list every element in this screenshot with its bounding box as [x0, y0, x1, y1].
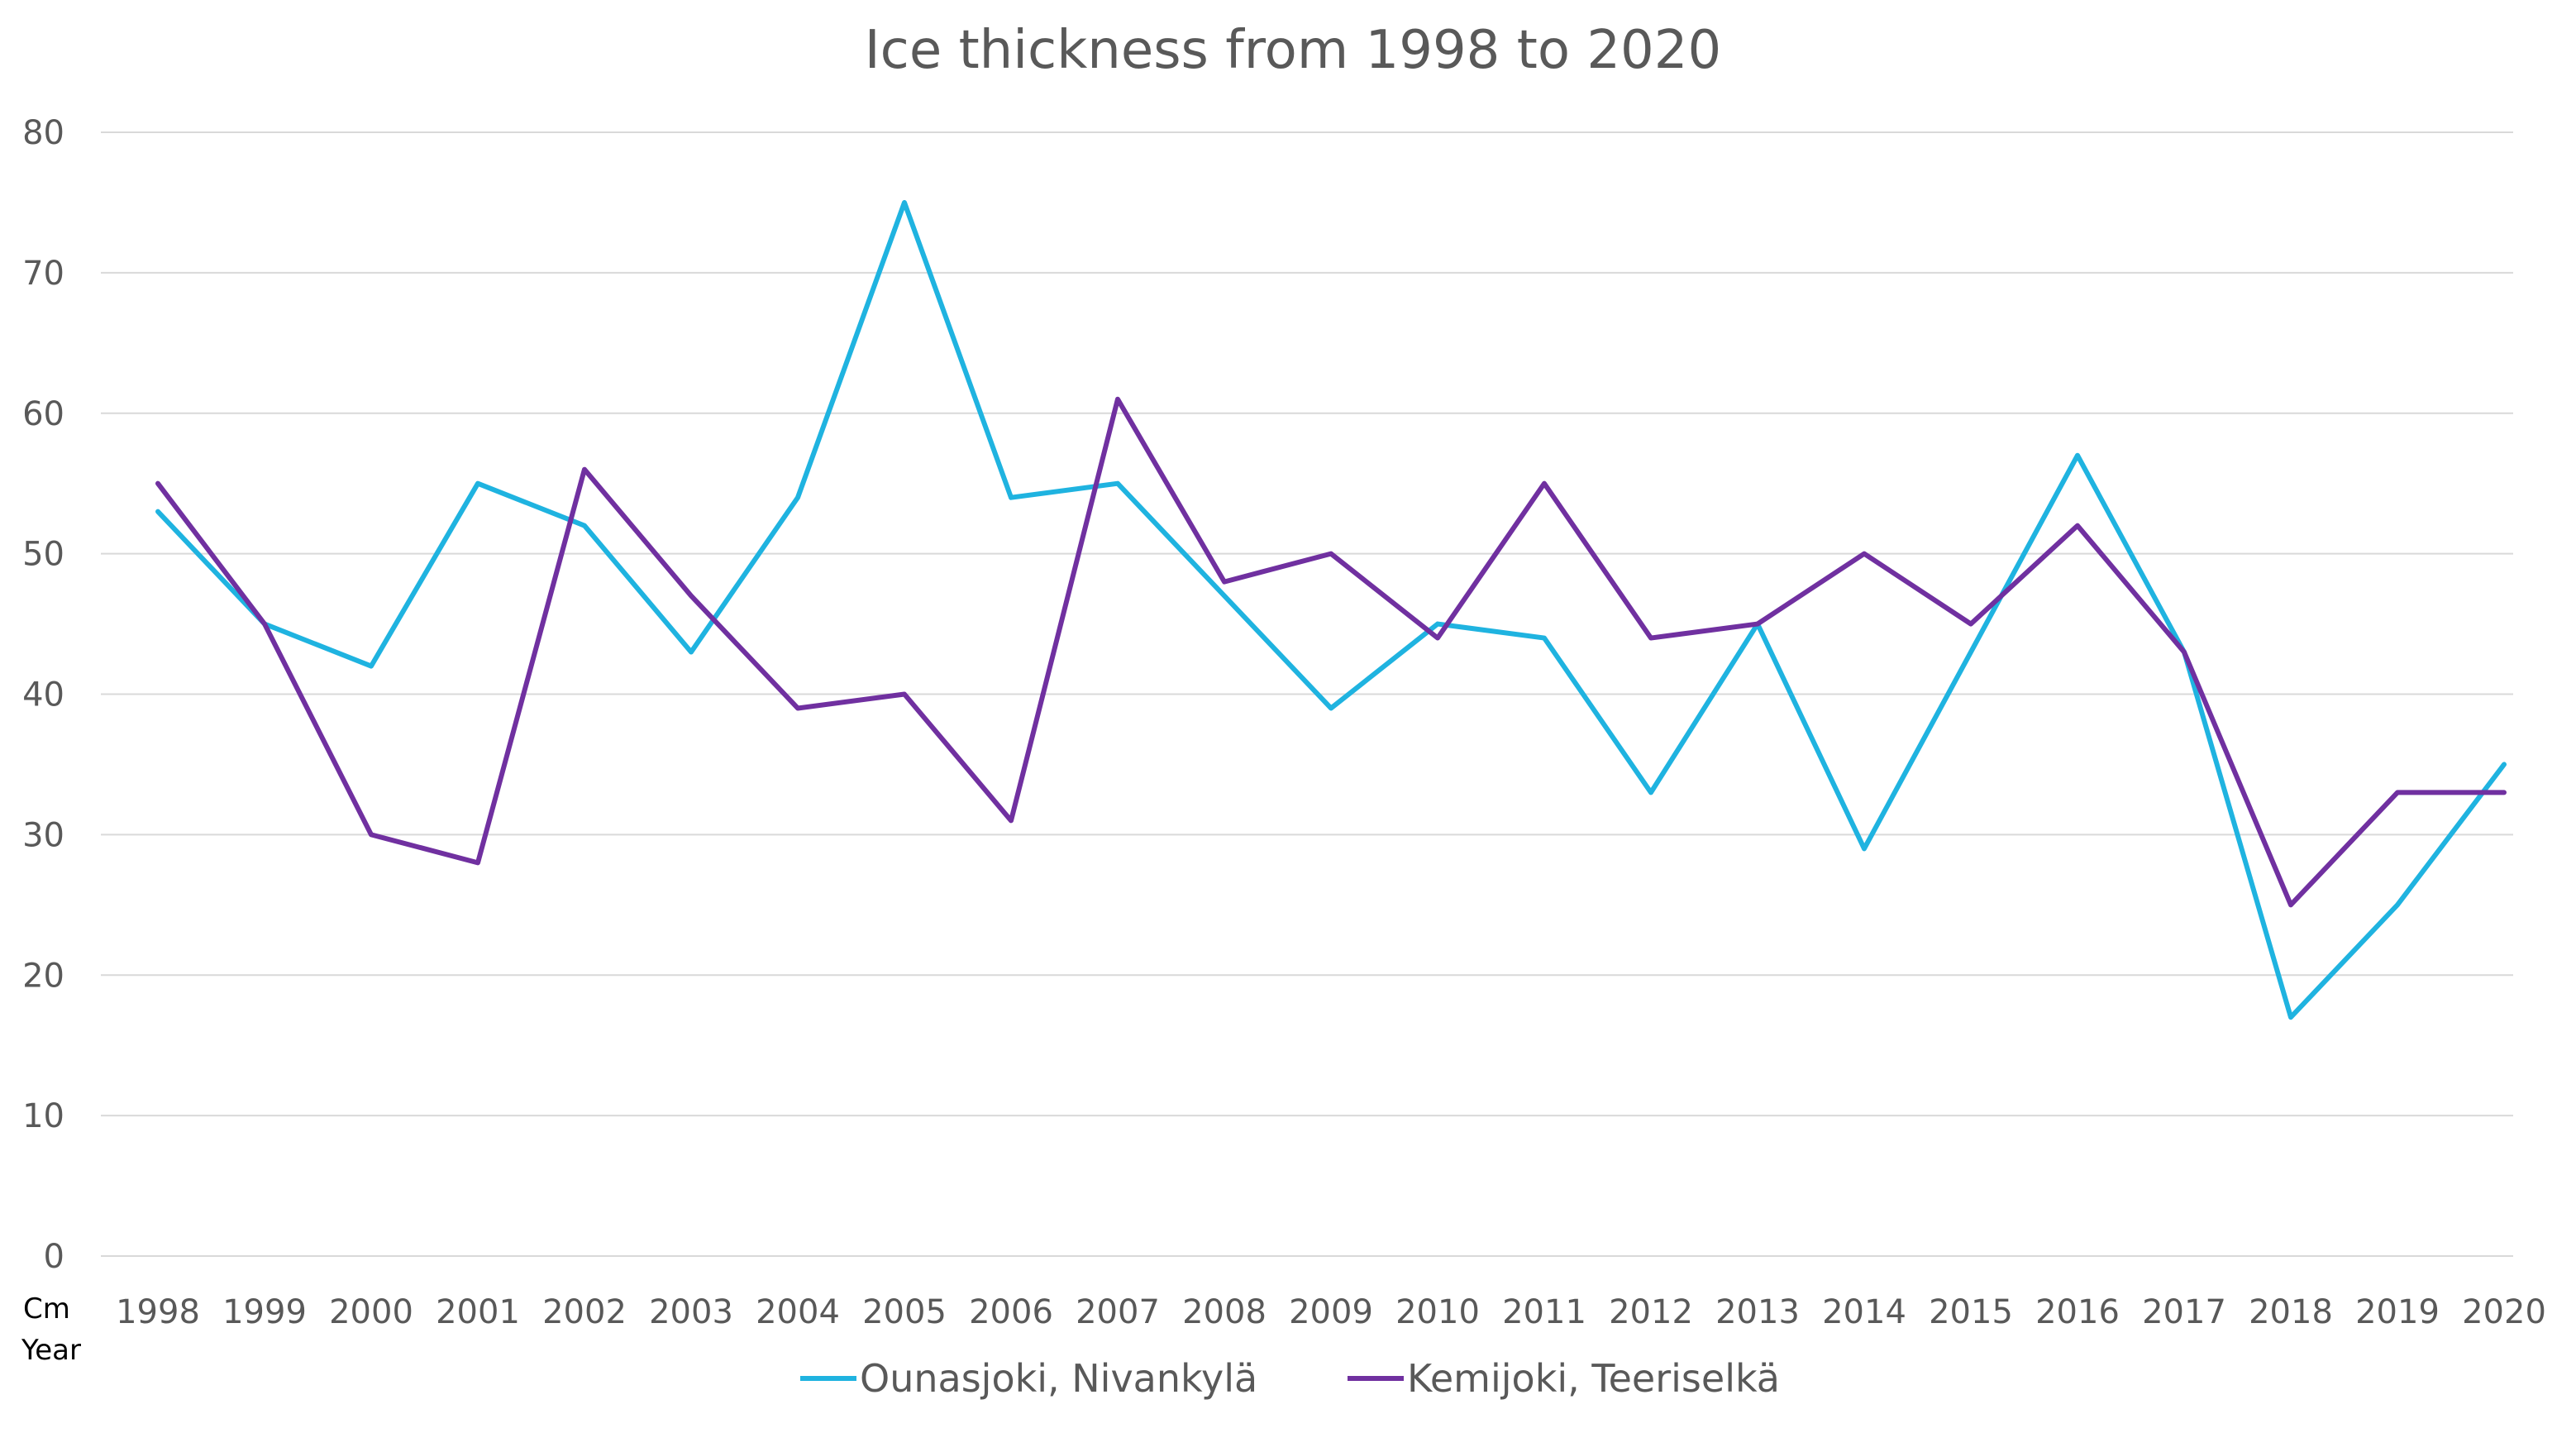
x-tick-label: 2003 [649, 1293, 733, 1331]
legend-label: Ounasjoki, Nivankylä [860, 1356, 1257, 1401]
legend: Ounasjoki, Nivankylä Kemijoki, Teeriselkä [800, 1356, 1780, 1401]
gridlines [101, 131, 2513, 1257]
y-tick-label: 60 [22, 395, 64, 433]
x-tick-label: 2017 [2142, 1293, 2226, 1331]
x-tick-label: 2004 [756, 1293, 840, 1331]
x-tick-label: 2012 [1609, 1293, 1693, 1331]
x-tick-label: 2016 [2035, 1293, 2120, 1331]
x-tick-label: 2013 [1715, 1293, 1800, 1331]
x-tick-label: 2009 [1289, 1293, 1373, 1331]
y-tick-label: 70 [22, 255, 64, 293]
series-line-2 [155, 396, 2507, 908]
x-tick-label: 2020 [2462, 1293, 2546, 1331]
x-tick-label: 2008 [1182, 1293, 1267, 1331]
x-tick-label: 2001 [436, 1293, 520, 1331]
x-tick-label: 2010 [1395, 1293, 1480, 1331]
x-axis-label: Year [21, 1334, 81, 1367]
legend-label: Kemijoki, Teeriselkä [1407, 1356, 1780, 1401]
y-tick-label: 10 [22, 1097, 64, 1135]
x-tick-label: 2018 [2249, 1293, 2333, 1331]
series-lines [155, 199, 2507, 1020]
x-axis-ticks: 1998 1999 2000 2001 2002 2003 2004 2005 2006 2007… [116, 1293, 2546, 1331]
y-tick-label: 20 [22, 957, 64, 995]
x-tick-label: 2005 [862, 1293, 947, 1331]
x-tick-label: 2015 [1929, 1293, 2013, 1331]
x-tick-label: 2006 [969, 1293, 1053, 1331]
x-tick-label: 2000 [329, 1293, 413, 1331]
x-tick-label: 2011 [1502, 1293, 1586, 1331]
y-tick-label: 80 [22, 114, 64, 152]
x-tick-label: 2002 [542, 1293, 627, 1331]
chart-title: Ice thickness from 1998 to 2020 [865, 20, 1721, 81]
x-tick-label: 2019 [2355, 1293, 2440, 1331]
y-tick-label: 0 [44, 1238, 64, 1276]
y-axis-label: Cm [23, 1292, 70, 1326]
y-axis-ticks: 0 10 20 30 40 50 60 70 80 [22, 114, 64, 1276]
x-tick-label: 2007 [1076, 1293, 1160, 1331]
x-tick-label: 2014 [1822, 1293, 1906, 1331]
series-line-1 [155, 199, 2507, 1020]
x-tick-label: 1998 [116, 1293, 200, 1331]
y-tick-label: 30 [22, 816, 64, 854]
x-tick-label: 1999 [222, 1293, 307, 1331]
y-tick-label: 50 [22, 536, 64, 574]
y-tick-label: 40 [22, 676, 64, 714]
